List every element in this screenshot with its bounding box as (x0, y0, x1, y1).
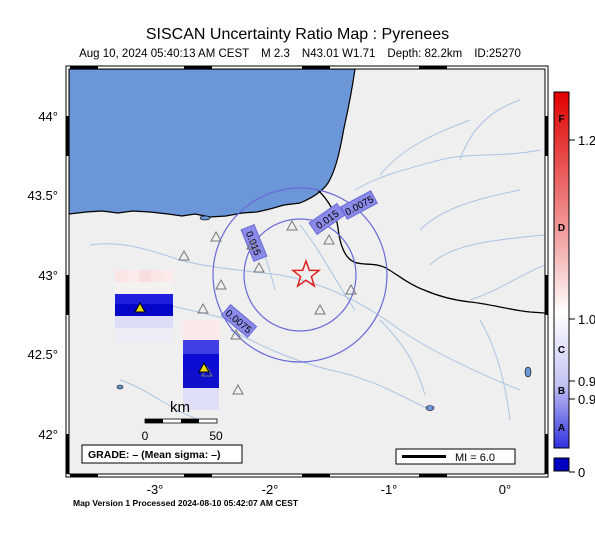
uncertainty-cells-west (115, 270, 173, 342)
epicenter-star[interactable] (290, 258, 322, 288)
station-triangle[interactable] (215, 278, 227, 290)
event-info: Aug 10, 2024 05:40:13 AM CEST M 2.3 N43.01… (0, 48, 595, 60)
colorbar: F D C B A 1.2 1.0 0.9 0.9 0 (553, 91, 595, 480)
station-triangle[interactable] (246, 238, 258, 250)
colorbar-value: 1.0 (578, 312, 595, 327)
lon-label: 0° (499, 482, 511, 497)
footer-processed: Map Version 1 Processed 2024-08-10 05:42… (73, 498, 299, 508)
event-id: ID:25270 (474, 48, 521, 60)
station-triangle[interactable] (198, 361, 210, 373)
colorbar-letter: C (558, 345, 565, 356)
event-magnitude: M 2.3 (261, 48, 290, 60)
station-triangle[interactable] (178, 249, 190, 261)
station-triangle[interactable] (286, 219, 298, 231)
latitude-labels: 44° 43.5° 43° 42.5° 42° (27, 109, 58, 442)
event-location: N43.01 W1.71 (301, 48, 376, 60)
event-datetime: Aug 10, 2024 05:40:13 AM CEST (79, 48, 250, 60)
grade-text: GRADE: – (Mean sigma: –) (88, 449, 220, 461)
lat-label: 43.5° (27, 188, 58, 203)
longitude-labels: -3° -2° -1° 0° (147, 482, 512, 497)
colorbar-letter: B (558, 386, 565, 397)
scale-label-0: 0 (142, 429, 149, 443)
station-triangle[interactable] (230, 328, 242, 340)
uncertainty-cells-south (183, 320, 219, 410)
colorbar-value: 0 (578, 465, 585, 480)
mi-legend-text: MI = 6.0 (455, 452, 495, 464)
border (317, 189, 545, 314)
contours (212, 187, 388, 363)
rivers (89, 99, 545, 421)
lon-label: -1° (381, 482, 398, 497)
station-triangle[interactable] (323, 233, 335, 245)
station-triangle[interactable] (197, 302, 209, 314)
station-triangle[interactable] (134, 301, 146, 313)
lat-label: 42.5° (27, 347, 58, 362)
station-triangle[interactable] (253, 261, 265, 273)
lat-label: 44° (38, 109, 58, 124)
lakes (116, 215, 532, 411)
lat-label: 43° (38, 268, 58, 283)
grade-box: GRADE: – (Mean sigma: –) (81, 444, 243, 464)
colorbar-letter: D (558, 223, 565, 234)
bay-of-biscay (69, 69, 356, 218)
colorbar-letter: A (558, 423, 565, 434)
station-triangle[interactable] (345, 283, 357, 295)
map-title: SISCAN Uncertainty Ratio Map : Pyrenees (145, 26, 450, 43)
lon-label: -2° (262, 482, 279, 497)
colorbar-letter: F (558, 114, 564, 125)
scale-unit: km (170, 399, 190, 416)
colorbar-value: 1.2 (578, 133, 595, 148)
colorbar-value: 0.9 (578, 392, 595, 407)
lat-label: 42° (38, 427, 58, 442)
station-triangle[interactable] (232, 383, 244, 395)
scale-bar: km 0 50 (142, 399, 223, 443)
mi-legend: MI = 6.0 (395, 448, 516, 465)
station-triangle[interactable] (314, 303, 326, 315)
station-triangle[interactable] (210, 230, 222, 242)
event-depth: Depth: 82.2km (387, 48, 463, 60)
stations (134, 219, 357, 395)
lon-label: -3° (147, 482, 164, 497)
scale-label-50: 50 (209, 429, 223, 443)
colorbar-value: 0.9 (578, 374, 595, 389)
map-frame (65, 65, 549, 478)
